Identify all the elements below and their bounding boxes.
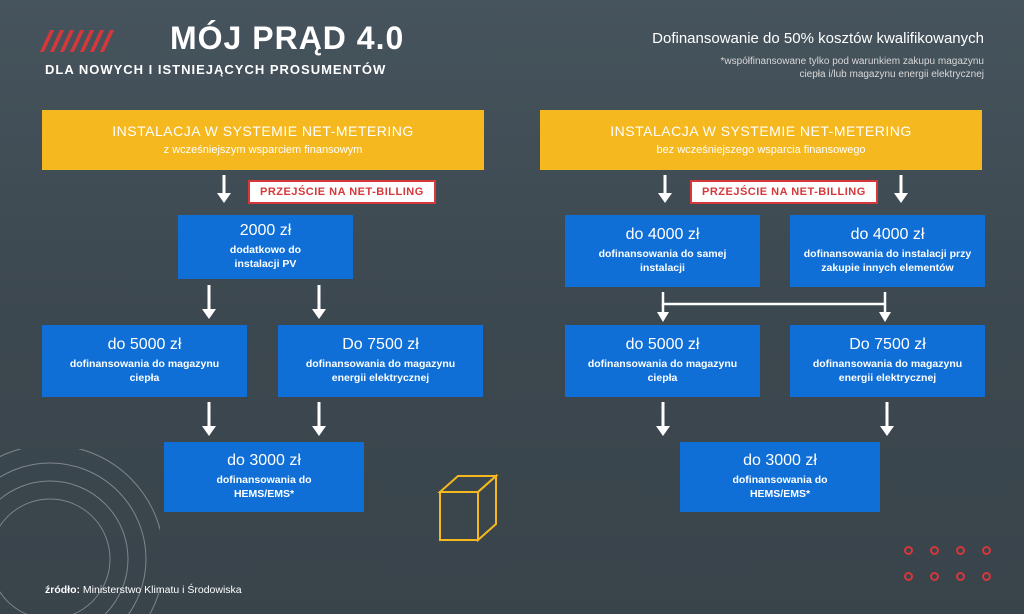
- right-head: INSTALACJA W SYSTEMIE NET-METERING bez w…: [540, 110, 982, 170]
- left-a-amount: 2000 zł: [240, 222, 292, 240]
- left-b2-amount: Do 7500 zł: [342, 336, 419, 354]
- right-b2-desc: dofinansowania do magazynu energii elekt…: [805, 358, 970, 385]
- left-a-desc: dodatkowo do instalacji PV: [222, 244, 309, 271]
- right-pill: PRZEJŚCIE NA NET-BILLING: [690, 180, 878, 204]
- arrow-icon: [878, 402, 896, 436]
- right-c-desc: dofinansowania do HEMS/EMS*: [724, 474, 835, 501]
- arrow-icon: [654, 402, 672, 436]
- right-a1-amount: do 4000 zł: [626, 226, 700, 244]
- arrow-icon: [200, 285, 218, 319]
- right-a1-desc: dofinansowania do samej instalacji: [591, 248, 735, 275]
- left-b1-amount: do 5000 zł: [108, 336, 182, 354]
- left-a: 2000 zł dodatkowo do instalacji PV: [178, 215, 353, 279]
- right-b1-amount: do 5000 zł: [626, 336, 700, 354]
- right-b2: Do 7500 zł dofinansowania do magazynu en…: [790, 325, 985, 397]
- right-c: do 3000 zł dofinansowania do HEMS/EMS*: [680, 442, 880, 512]
- right-c-amount: do 3000 zł: [743, 452, 817, 470]
- arrow-icon: [892, 175, 910, 203]
- left-b1-desc: dofinansowania do magazynu ciepła: [62, 358, 227, 385]
- left-head-sub: z wcześniejszym wsparciem finansowym: [156, 143, 371, 157]
- right-a2-desc: dofinansowania do instalacji przy zakupi…: [796, 248, 979, 275]
- right-b2-amount: Do 7500 zł: [849, 336, 926, 354]
- arrow-icon: [310, 285, 328, 319]
- left-head-title: INSTALACJA W SYSTEMIE NET-METERING: [112, 123, 413, 139]
- right-a2: do 4000 zł dofinansowania do instalacji …: [790, 215, 985, 287]
- right-head-sub: bez wcześniejszego wsparcia finansowego: [648, 143, 873, 157]
- right-b1: do 5000 zł dofinansowania do magazynu ci…: [565, 325, 760, 397]
- left-c-amount: do 3000 zł: [227, 452, 301, 470]
- left-b1: do 5000 zł dofinansowania do magazynu ci…: [42, 325, 247, 397]
- source-line: źródło: Ministerstwo Klimatu i Środowisk…: [45, 584, 242, 596]
- page-subtitle: DLA NOWYCH I ISTNIEJĄCYCH PROSUMENTÓW: [45, 62, 386, 77]
- left-b2-desc: dofinansowania do magazynu energii elekt…: [298, 358, 463, 385]
- dots-decor: [904, 546, 1002, 592]
- arrow-icon: [200, 402, 218, 436]
- right-a2-amount: do 4000 zł: [851, 226, 925, 244]
- header-note: Dofinansowanie do 50% kosztów kwalifikow…: [652, 30, 984, 47]
- left-b2: Do 7500 zł dofinansowania do magazynu en…: [278, 325, 483, 397]
- left-pill: PRZEJŚCIE NA NET-BILLING: [248, 180, 436, 204]
- right-b1-desc: dofinansowania do magazynu ciepła: [580, 358, 745, 385]
- connector: [565, 292, 985, 322]
- cube-decor: [430, 470, 510, 555]
- arrow-icon: [310, 402, 328, 436]
- page-title: MÓJ PRĄD 4.0: [170, 20, 404, 57]
- left-c: do 3000 zł dofinansowania do HEMS/EMS*: [164, 442, 364, 512]
- arrow-icon: [656, 175, 674, 203]
- left-c-desc: dofinansowania do HEMS/EMS*: [208, 474, 319, 501]
- left-head: INSTALACJA W SYSTEMIE NET-METERING z wcz…: [42, 110, 484, 170]
- right-head-title: INSTALACJA W SYSTEMIE NET-METERING: [610, 123, 911, 139]
- right-a1: do 4000 zł dofinansowania do samej insta…: [565, 215, 760, 287]
- infographic-canvas: MÓJ PRĄD 4.0 DLA NOWYCH I ISTNIEJĄCYCH P…: [0, 0, 1024, 614]
- source-label: źródło:: [45, 584, 80, 596]
- hash-decor: [45, 30, 109, 52]
- arrow-icon: [215, 175, 233, 203]
- header-note-sub: *współfinansowane tylko pod warunkiem za…: [721, 55, 984, 81]
- source-value: Ministerstwo Klimatu i Środowiska: [83, 584, 242, 596]
